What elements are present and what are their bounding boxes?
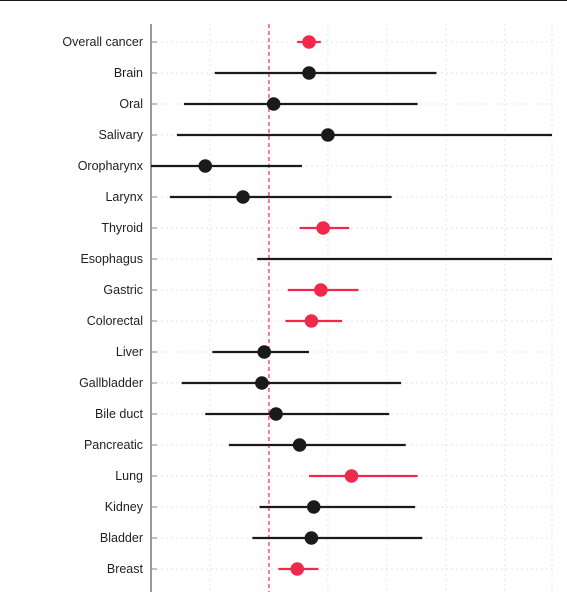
category-label: Pancreatic (84, 438, 143, 452)
category-label: Breast (107, 562, 144, 576)
category-label: Salivary (99, 128, 144, 142)
category-label: Bile duct (95, 407, 143, 421)
category-label: Kidney (105, 500, 144, 514)
point-estimate (269, 407, 283, 421)
category-label: Gastric (103, 283, 143, 297)
category-label: Brain (114, 66, 143, 80)
point-estimate (314, 283, 328, 297)
category-label: Gallbladder (79, 376, 143, 390)
point-estimate (302, 66, 316, 80)
top-border (0, 0, 567, 1)
category-label: Oropharynx (78, 159, 144, 173)
point-estimate (236, 190, 250, 204)
point-estimate (316, 221, 330, 235)
category-label: Thyroid (101, 221, 143, 235)
point-estimate (302, 35, 316, 49)
point-estimate (304, 314, 319, 328)
category-label: Oral (119, 97, 143, 111)
category-label: Colorectal (87, 314, 143, 328)
category-label: Larynx (105, 190, 143, 204)
point-estimate (306, 500, 321, 514)
estimate-marks (151, 35, 552, 576)
point-estimate (321, 128, 335, 142)
axis-layer (150, 24, 157, 592)
category-label: Esophagus (80, 252, 143, 266)
point-estimate (255, 376, 269, 390)
point-estimate (292, 438, 307, 452)
category-labels: Overall cancer Brain Oral Salivary Oropharyn… (62, 35, 143, 576)
point-estimate (257, 345, 272, 359)
category-label: Bladder (100, 531, 143, 545)
point-estimate (290, 562, 305, 576)
point-estimate (266, 97, 281, 111)
category-label: Lung (115, 469, 143, 483)
point-estimate (198, 159, 213, 173)
point-estimate (344, 469, 359, 483)
category-label: Liver (116, 345, 143, 359)
category-label: Overall cancer (62, 35, 143, 49)
point-estimate (304, 531, 319, 545)
